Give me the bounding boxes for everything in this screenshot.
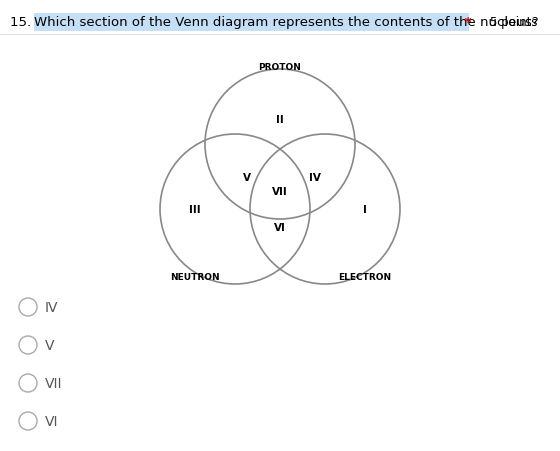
FancyBboxPatch shape bbox=[34, 14, 469, 32]
Text: 5 points: 5 points bbox=[490, 16, 538, 29]
Text: VI: VI bbox=[274, 222, 286, 232]
Text: 15.: 15. bbox=[10, 16, 35, 29]
Text: IV: IV bbox=[45, 300, 58, 314]
Text: VII: VII bbox=[45, 376, 63, 390]
Text: VI: VI bbox=[45, 414, 58, 428]
Text: IV: IV bbox=[309, 173, 321, 183]
Text: I: I bbox=[363, 205, 367, 215]
Text: NEUTRON: NEUTRON bbox=[170, 273, 220, 282]
Text: II: II bbox=[276, 115, 284, 125]
Text: PROTON: PROTON bbox=[259, 63, 301, 72]
Text: ELECTRON: ELECTRON bbox=[338, 273, 391, 282]
Text: Which section of the Venn diagram represents the contents of the nucleus?: Which section of the Venn diagram repres… bbox=[34, 16, 539, 29]
Text: V: V bbox=[243, 173, 251, 183]
Text: *: * bbox=[460, 16, 472, 29]
Text: III: III bbox=[189, 205, 201, 215]
Text: V: V bbox=[45, 338, 54, 352]
Text: VII: VII bbox=[272, 187, 288, 197]
